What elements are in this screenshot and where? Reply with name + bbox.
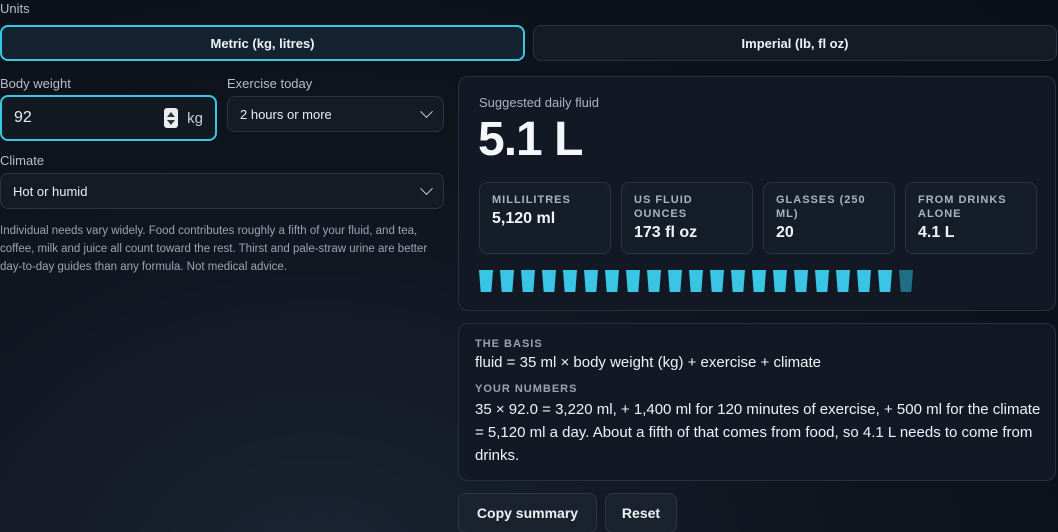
- body-weight-label: Body weight: [0, 76, 71, 91]
- glass-full-icon: [731, 270, 745, 292]
- units-label: Units: [0, 1, 30, 16]
- numbers-text: 35 × 92.0 = 3,220 ml, + 1,400 ml for 120…: [475, 401, 1041, 464]
- stat-key: FROM DRINKS ALONE: [918, 194, 1007, 220]
- result-label: Suggested daily fluid: [479, 95, 599, 110]
- stat-value: 20: [776, 224, 794, 241]
- glass-full-icon: [836, 270, 850, 292]
- glass-full-icon: [668, 270, 682, 292]
- stat-key: MILLILITRES: [492, 194, 571, 206]
- numbers-title: YOUR NUMBERS: [475, 383, 578, 395]
- exercise-label: Exercise today: [227, 76, 313, 91]
- stat-glasses: GLASSES (250 ML) 20: [763, 182, 895, 254]
- glass-full-icon: [542, 270, 556, 292]
- glass-full-icon: [626, 270, 640, 292]
- imperial-button[interactable]: Imperial (lb, fl oz): [533, 25, 1057, 61]
- chevron-down-icon: [420, 104, 433, 118]
- exercise-select[interactable]: 2 hours or more: [227, 96, 444, 132]
- result-value: 5.1 L: [478, 113, 583, 166]
- glass-full-icon: [710, 270, 724, 292]
- glass-full-icon: [479, 270, 493, 292]
- climate-label: Climate: [0, 153, 45, 168]
- stat-key: GLASSES (250 ML): [776, 194, 866, 220]
- metric-button[interactable]: Metric (kg, litres): [0, 25, 525, 61]
- glass-full-icon: [857, 270, 871, 292]
- glass-full-icon: [647, 270, 661, 292]
- disclaimer-text: Individual needs vary widely. Food contr…: [0, 225, 428, 273]
- climate-value: Hot or humid: [13, 183, 88, 199]
- body-weight-unit: kg: [187, 109, 203, 127]
- stat-drinks-alone: FROM DRINKS ALONE 4.1 L: [905, 182, 1037, 254]
- body-weight-input[interactable]: 92 kg: [0, 95, 217, 141]
- stepper-up-icon[interactable]: [167, 111, 176, 117]
- climate-select[interactable]: Hot or humid: [0, 173, 444, 209]
- glass-full-icon: [689, 270, 703, 292]
- glasses-meter: [479, 270, 913, 292]
- glass-full-icon: [563, 270, 577, 292]
- stat-value: 5,120 ml: [492, 210, 556, 227]
- glass-partial-icon: [899, 270, 913, 292]
- glass-full-icon: [752, 270, 766, 292]
- body-weight-value: 92: [14, 109, 32, 126]
- glass-full-icon: [605, 270, 619, 292]
- stat-value: 4.1 L: [918, 224, 955, 241]
- basis-formula: fluid = 35 ml × body weight (kg) + exerc…: [475, 354, 821, 371]
- glass-full-icon: [773, 270, 787, 292]
- glass-full-icon: [794, 270, 808, 292]
- stepper-down-icon[interactable]: [167, 119, 176, 125]
- stat-fluid-ounces: US FLUID OUNCES 173 fl oz: [621, 182, 753, 254]
- chevron-down-icon: [420, 181, 433, 195]
- copy-summary-button[interactable]: Copy summary: [458, 493, 597, 532]
- reset-button[interactable]: Reset: [605, 493, 677, 532]
- glass-full-icon: [815, 270, 829, 292]
- glass-full-icon: [521, 270, 535, 292]
- stat-millilitres: MILLILITRES 5,120 ml: [479, 182, 611, 254]
- stat-key: US FLUID OUNCES: [634, 194, 693, 220]
- glass-full-icon: [878, 270, 892, 292]
- glass-full-icon: [500, 270, 514, 292]
- glass-full-icon: [584, 270, 598, 292]
- number-stepper[interactable]: [164, 108, 179, 128]
- stat-value: 173 fl oz: [634, 224, 698, 241]
- exercise-value: 2 hours or more: [240, 106, 332, 122]
- basis-panel: [458, 323, 1056, 481]
- basis-title: THE BASIS: [475, 338, 543, 350]
